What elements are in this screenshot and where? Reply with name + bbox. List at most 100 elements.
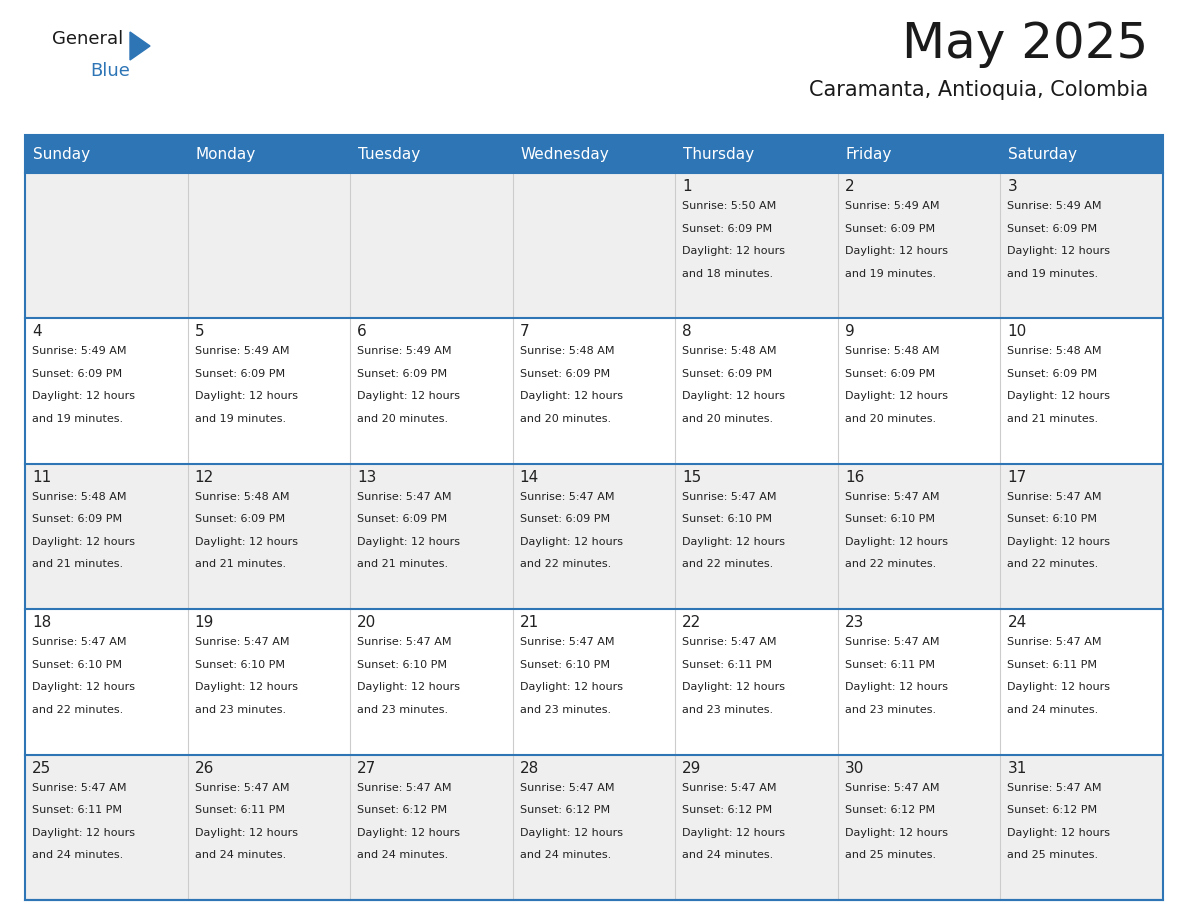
Text: Daylight: 12 hours: Daylight: 12 hours <box>519 682 623 692</box>
Text: Daylight: 12 hours: Daylight: 12 hours <box>845 828 948 837</box>
Text: 10: 10 <box>1007 324 1026 340</box>
Text: Monday: Monday <box>196 147 255 162</box>
Text: Sunrise: 5:47 AM: Sunrise: 5:47 AM <box>1007 637 1102 647</box>
Text: Sunrise: 5:47 AM: Sunrise: 5:47 AM <box>519 492 614 502</box>
Text: Sunrise: 5:49 AM: Sunrise: 5:49 AM <box>358 346 451 356</box>
Text: Daylight: 12 hours: Daylight: 12 hours <box>682 246 785 256</box>
Text: Sunrise: 5:48 AM: Sunrise: 5:48 AM <box>32 492 126 502</box>
Text: Sunset: 6:10 PM: Sunset: 6:10 PM <box>519 660 609 670</box>
Text: Daylight: 12 hours: Daylight: 12 hours <box>682 682 785 692</box>
Text: Daylight: 12 hours: Daylight: 12 hours <box>358 828 460 837</box>
Text: Sunset: 6:12 PM: Sunset: 6:12 PM <box>1007 805 1098 815</box>
Text: Sunrise: 5:47 AM: Sunrise: 5:47 AM <box>845 492 940 502</box>
Text: Sunset: 6:09 PM: Sunset: 6:09 PM <box>358 369 447 379</box>
Text: and 24 minutes.: and 24 minutes. <box>682 850 773 860</box>
Text: Daylight: 12 hours: Daylight: 12 hours <box>32 391 135 401</box>
Text: 7: 7 <box>519 324 530 340</box>
Text: Sunset: 6:12 PM: Sunset: 6:12 PM <box>519 805 609 815</box>
Text: Daylight: 12 hours: Daylight: 12 hours <box>682 391 785 401</box>
Text: Daylight: 12 hours: Daylight: 12 hours <box>519 391 623 401</box>
Text: Sunrise: 5:48 AM: Sunrise: 5:48 AM <box>519 346 614 356</box>
Text: 3: 3 <box>1007 179 1017 194</box>
Text: and 24 minutes.: and 24 minutes. <box>519 850 611 860</box>
Text: 17: 17 <box>1007 470 1026 485</box>
Text: Sunrise: 5:47 AM: Sunrise: 5:47 AM <box>358 637 451 647</box>
Text: Daylight: 12 hours: Daylight: 12 hours <box>1007 682 1111 692</box>
Text: Sunrise: 5:47 AM: Sunrise: 5:47 AM <box>32 783 126 792</box>
Text: and 22 minutes.: and 22 minutes. <box>682 559 773 569</box>
Text: Sunset: 6:11 PM: Sunset: 6:11 PM <box>32 805 122 815</box>
Text: Sunrise: 5:47 AM: Sunrise: 5:47 AM <box>32 637 126 647</box>
Text: and 21 minutes.: and 21 minutes. <box>1007 414 1099 424</box>
Bar <box>25 610 1163 755</box>
Text: Daylight: 12 hours: Daylight: 12 hours <box>682 537 785 547</box>
Text: Daylight: 12 hours: Daylight: 12 hours <box>195 828 297 837</box>
Text: Sunset: 6:12 PM: Sunset: 6:12 PM <box>358 805 447 815</box>
Text: Daylight: 12 hours: Daylight: 12 hours <box>519 828 623 837</box>
Text: Daylight: 12 hours: Daylight: 12 hours <box>845 391 948 401</box>
Text: Sunrise: 5:47 AM: Sunrise: 5:47 AM <box>1007 783 1102 792</box>
Text: and 20 minutes.: and 20 minutes. <box>845 414 936 424</box>
Text: Daylight: 12 hours: Daylight: 12 hours <box>519 537 623 547</box>
Text: 19: 19 <box>195 615 214 630</box>
Text: Daylight: 12 hours: Daylight: 12 hours <box>358 682 460 692</box>
Text: Sunrise: 5:47 AM: Sunrise: 5:47 AM <box>682 637 777 647</box>
Text: 28: 28 <box>519 761 539 776</box>
Text: and 23 minutes.: and 23 minutes. <box>682 705 773 715</box>
Text: Tuesday: Tuesday <box>358 147 421 162</box>
Text: Sunrise: 5:48 AM: Sunrise: 5:48 AM <box>195 492 289 502</box>
Text: Caramanta, Antioquia, Colombia: Caramanta, Antioquia, Colombia <box>809 80 1148 100</box>
Text: 9: 9 <box>845 324 854 340</box>
Text: Sunset: 6:11 PM: Sunset: 6:11 PM <box>845 660 935 670</box>
Text: and 21 minutes.: and 21 minutes. <box>32 559 124 569</box>
Text: Daylight: 12 hours: Daylight: 12 hours <box>845 682 948 692</box>
Text: and 22 minutes.: and 22 minutes. <box>1007 559 1099 569</box>
Text: Daylight: 12 hours: Daylight: 12 hours <box>1007 537 1111 547</box>
Text: General: General <box>52 30 124 48</box>
Text: 11: 11 <box>32 470 51 485</box>
Text: Daylight: 12 hours: Daylight: 12 hours <box>32 828 135 837</box>
Text: Blue: Blue <box>90 62 129 80</box>
Bar <box>25 319 1163 464</box>
Text: Sunset: 6:09 PM: Sunset: 6:09 PM <box>845 369 935 379</box>
Text: Sunset: 6:11 PM: Sunset: 6:11 PM <box>682 660 772 670</box>
Text: Sunset: 6:09 PM: Sunset: 6:09 PM <box>1007 369 1098 379</box>
Text: 22: 22 <box>682 615 702 630</box>
Text: 2: 2 <box>845 179 854 194</box>
Text: and 24 minutes.: and 24 minutes. <box>32 850 124 860</box>
Text: Sunset: 6:12 PM: Sunset: 6:12 PM <box>682 805 772 815</box>
Text: Daylight: 12 hours: Daylight: 12 hours <box>1007 391 1111 401</box>
Text: Daylight: 12 hours: Daylight: 12 hours <box>1007 828 1111 837</box>
Text: Daylight: 12 hours: Daylight: 12 hours <box>1007 246 1111 256</box>
Text: Sunrise: 5:47 AM: Sunrise: 5:47 AM <box>358 783 451 792</box>
Text: Daylight: 12 hours: Daylight: 12 hours <box>195 391 297 401</box>
Text: and 20 minutes.: and 20 minutes. <box>682 414 773 424</box>
Text: 14: 14 <box>519 470 539 485</box>
Text: 13: 13 <box>358 470 377 485</box>
Text: and 23 minutes.: and 23 minutes. <box>845 705 936 715</box>
Text: Daylight: 12 hours: Daylight: 12 hours <box>845 246 948 256</box>
Text: Sunrise: 5:47 AM: Sunrise: 5:47 AM <box>845 783 940 792</box>
Text: Sunset: 6:09 PM: Sunset: 6:09 PM <box>195 369 285 379</box>
Text: Sunrise: 5:49 AM: Sunrise: 5:49 AM <box>32 346 126 356</box>
Text: and 19 minutes.: and 19 minutes. <box>1007 269 1099 278</box>
Text: Sunset: 6:09 PM: Sunset: 6:09 PM <box>1007 224 1098 233</box>
Text: Sunset: 6:09 PM: Sunset: 6:09 PM <box>195 514 285 524</box>
Bar <box>25 135 1163 173</box>
Text: Sunset: 6:10 PM: Sunset: 6:10 PM <box>845 514 935 524</box>
Text: and 22 minutes.: and 22 minutes. <box>32 705 124 715</box>
Text: Sunset: 6:09 PM: Sunset: 6:09 PM <box>845 224 935 233</box>
Text: Sunset: 6:09 PM: Sunset: 6:09 PM <box>32 369 122 379</box>
Text: 16: 16 <box>845 470 864 485</box>
Text: Sunset: 6:10 PM: Sunset: 6:10 PM <box>195 660 285 670</box>
Bar <box>25 755 1163 900</box>
Text: Daylight: 12 hours: Daylight: 12 hours <box>32 682 135 692</box>
Text: Sunset: 6:09 PM: Sunset: 6:09 PM <box>682 369 772 379</box>
Text: and 21 minutes.: and 21 minutes. <box>358 559 448 569</box>
Text: 25: 25 <box>32 761 51 776</box>
Text: Daylight: 12 hours: Daylight: 12 hours <box>32 537 135 547</box>
Text: Sunrise: 5:47 AM: Sunrise: 5:47 AM <box>519 637 614 647</box>
Text: and 20 minutes.: and 20 minutes. <box>358 414 448 424</box>
Text: Sunset: 6:09 PM: Sunset: 6:09 PM <box>358 514 447 524</box>
Text: Thursday: Thursday <box>683 147 754 162</box>
